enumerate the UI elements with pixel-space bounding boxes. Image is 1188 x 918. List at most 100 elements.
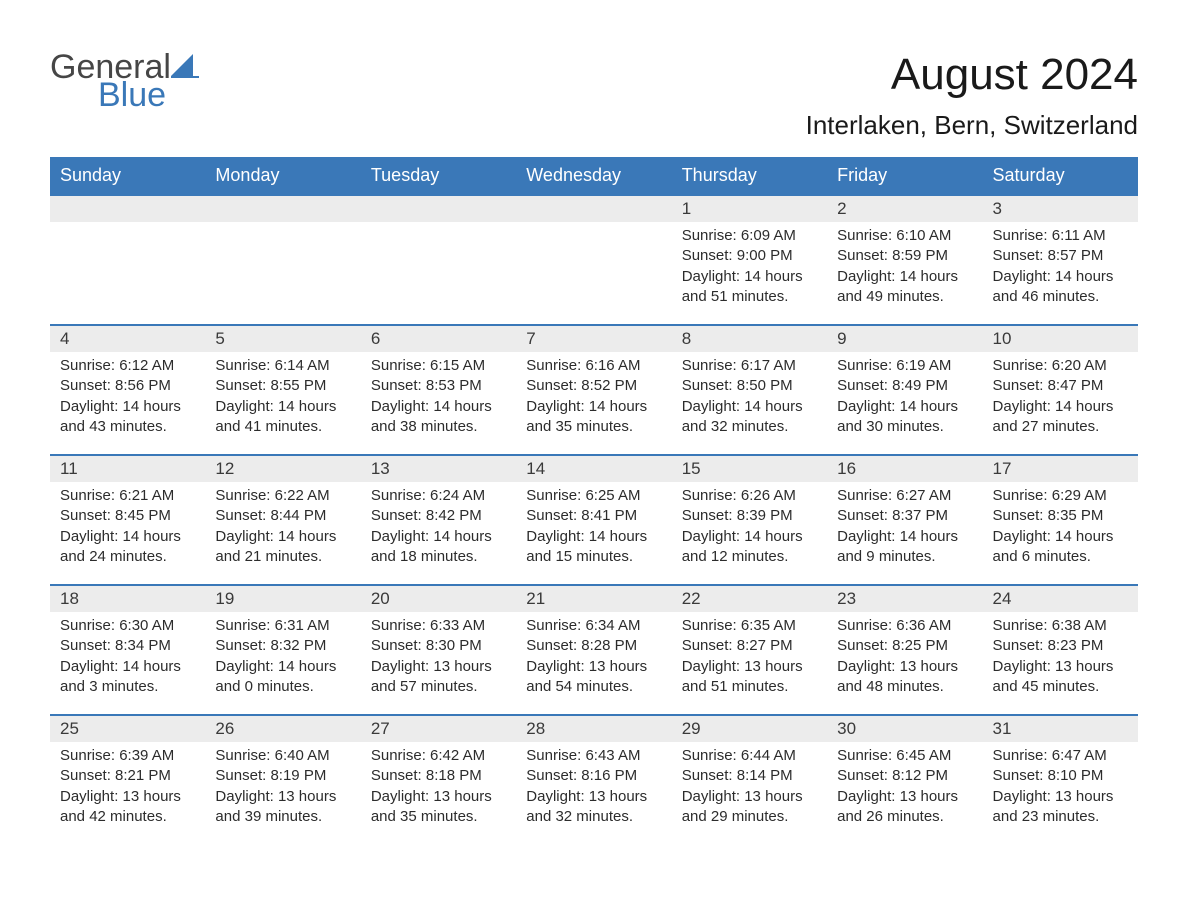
day-details: Sunrise: 6:30 AMSunset: 8:34 PMDaylight:… (50, 612, 205, 705)
calendar-day-cell: 17Sunrise: 6:29 AMSunset: 8:35 PMDayligh… (983, 454, 1138, 584)
calendar-day-cell: 22Sunrise: 6:35 AMSunset: 8:27 PMDayligh… (672, 584, 827, 714)
calendar-day-cell: 10Sunrise: 6:20 AMSunset: 8:47 PMDayligh… (983, 324, 1138, 454)
sunrise-line: Sunrise: 6:17 AM (682, 356, 817, 376)
sunrise-line: Sunrise: 6:26 AM (682, 486, 817, 506)
calendar-day-cell: 29Sunrise: 6:44 AMSunset: 8:14 PMDayligh… (672, 714, 827, 844)
sunrise-line: Sunrise: 6:45 AM (837, 746, 972, 766)
sunrise-line: Sunrise: 6:39 AM (60, 746, 195, 766)
day-number: 13 (361, 454, 516, 482)
calendar-day-cell: 2Sunrise: 6:10 AMSunset: 8:59 PMDaylight… (827, 194, 982, 324)
day-number: 22 (672, 584, 827, 612)
daylight-line: Daylight: 13 hours and 23 minutes. (993, 787, 1128, 828)
daylight-line: Daylight: 14 hours and 3 minutes. (60, 657, 195, 698)
day-number: 12 (205, 454, 360, 482)
location-subtitle: Interlaken, Bern, Switzerland (806, 110, 1138, 141)
daylight-line: Daylight: 14 hours and 35 minutes. (526, 397, 661, 438)
weekday-header: Wednesday (516, 157, 671, 194)
daylight-line: Daylight: 14 hours and 9 minutes. (837, 527, 972, 568)
sunset-line: Sunset: 8:45 PM (60, 506, 195, 526)
calendar-day-cell: 14Sunrise: 6:25 AMSunset: 8:41 PMDayligh… (516, 454, 671, 584)
calendar-week-row: 25 Sunrise: 6:39 AMSunset: 8:21 PM Dayligh… (50, 714, 1138, 844)
calendar-day-cell: 1Sunrise: 6:09 AMSunset: 9:00 PMDaylight… (672, 194, 827, 324)
day-details: Sunrise: 6:26 AMSunset: 8:39 PMDaylight:… (672, 482, 827, 575)
day-number: 10 (983, 324, 1138, 352)
day-number: 11 (50, 454, 205, 482)
calendar-day-cell: 15Sunrise: 6:26 AMSunset: 8:39 PMDayligh… (672, 454, 827, 584)
calendar-day-cell: 4Sunrise: 6:12 AMSunset: 8:56 PMDaylight… (50, 324, 205, 454)
sunset-line: Sunset: 8:16 PM (526, 766, 661, 786)
day-details: Sunrise: 6:10 AMSunset: 8:59 PMDaylight:… (827, 222, 982, 315)
day-details (205, 222, 360, 234)
daylight-line: Daylight: 14 hours and 30 minutes. (837, 397, 972, 438)
daylight-line: Daylight: 14 hours and 6 minutes. (993, 527, 1128, 568)
sunset-line: Sunset: 8:19 PM (215, 766, 350, 786)
sunrise-line: Sunrise: 6:19 AM (837, 356, 972, 376)
daylight-line: Daylight: 13 hours and 32 minutes. (526, 787, 661, 828)
day-number: 30 (827, 714, 982, 742)
calendar-day-cell: 26Sunrise: 6:40 AMSunset: 8:19 PMDayligh… (205, 714, 360, 844)
sunset-line: Sunset: 8:32 PM (215, 636, 350, 656)
sunset-line: Sunset: 8:57 PM (993, 246, 1128, 266)
day-details: Sunrise: 6:29 AMSunset: 8:35 PMDaylight:… (983, 482, 1138, 575)
title-block: August 2024 Interlaken, Bern, Switzerlan… (806, 50, 1138, 141)
sunset-line: Sunset: 8:37 PM (837, 506, 972, 526)
daylight-line: Daylight: 13 hours and 26 minutes. (837, 787, 972, 828)
sunrise-line: Sunrise: 6:22 AM (215, 486, 350, 506)
calendar-header-row: SundayMondayTuesdayWednesdayThursdayFrid… (50, 157, 1138, 194)
day-number: 25 (50, 714, 205, 742)
day-number: 14 (516, 454, 671, 482)
day-details: Sunrise: 6:14 AMSunset: 8:55 PMDaylight:… (205, 352, 360, 445)
day-details: Sunrise: 6:31 AMSunset: 8:32 PMDaylight:… (205, 612, 360, 705)
sunrise-line: Sunrise: 6:44 AM (682, 746, 817, 766)
sunrise-line: Sunrise: 6:11 AM (993, 226, 1128, 246)
sunrise-line: Sunrise: 6:36 AM (837, 616, 972, 636)
sunrise-line: Sunrise: 6:21 AM (60, 486, 195, 506)
daylight-line: Daylight: 14 hours and 46 minutes. (993, 267, 1128, 308)
calendar-day-cell: 11Sunrise: 6:21 AMSunset: 8:45 PMDayligh… (50, 454, 205, 584)
day-details: Sunrise: 6:11 AMSunset: 8:57 PMDaylight:… (983, 222, 1138, 315)
day-number: 6 (361, 324, 516, 352)
calendar-day-cell: 30 Sunrise: 6:45 AMSunset: 8:12 PMDayligh… (827, 714, 982, 844)
calendar-empty-cell: . (361, 194, 516, 324)
day-details: Sunrise: 6:38 AMSunset: 8:23 PMDaylight:… (983, 612, 1138, 705)
day-number: 20 (361, 584, 516, 612)
calendar-day-cell: 24Sunrise: 6:38 AMSunset: 8:23 PMDayligh… (983, 584, 1138, 714)
day-details: Sunrise: 6:15 AMSunset: 8:53 PMDaylight:… (361, 352, 516, 445)
calendar-day-cell: 23Sunrise: 6:36 AMSunset: 8:25 PMDayligh… (827, 584, 982, 714)
day-number: 24 (983, 584, 1138, 612)
calendar-week-row: 18Sunrise: 6:30 AMSunset: 8:34 PMDayligh… (50, 584, 1138, 714)
sunset-line: Sunset: 8:35 PM (993, 506, 1128, 526)
daylight-line: Daylight: 14 hours and 41 minutes. (215, 397, 350, 438)
day-number: 23 (827, 584, 982, 612)
sunrise-line: Sunrise: 6:16 AM (526, 356, 661, 376)
daylight-line: Daylight: 13 hours and 54 minutes. (526, 657, 661, 698)
sunrise-line: Sunrise: 6:42 AM (371, 746, 506, 766)
day-number: 8 (672, 324, 827, 352)
sunset-line: Sunset: 8:44 PM (215, 506, 350, 526)
day-details: Sunrise: 6:42 AMSunset: 8:18 PMDaylight:… (361, 742, 516, 835)
day-details: Sunrise: 6:27 AMSunset: 8:37 PMDaylight:… (827, 482, 982, 575)
day-number: 26 (205, 714, 360, 742)
calendar-empty-cell: . (205, 194, 360, 324)
daylight-line: Daylight: 14 hours and 15 minutes. (526, 527, 661, 568)
sunset-line: Sunset: 8:59 PM (837, 246, 972, 266)
day-number: 29 (672, 714, 827, 742)
sunset-line: Sunset: 8:14 PM (682, 766, 817, 786)
calendar-empty-cell: . (50, 194, 205, 324)
day-number: 21 (516, 584, 671, 612)
month-title: August 2024 (806, 50, 1138, 100)
weekday-header: Saturday (983, 157, 1138, 194)
sunrise-line: Sunrise: 6:09 AM (682, 226, 817, 246)
sunset-line: Sunset: 8:12 PM (837, 766, 972, 786)
calendar-body: ....1Sunrise: 6:09 AMSunset: 9:00 PMDayl… (50, 194, 1138, 844)
sunset-line: Sunset: 8:21 PM (60, 766, 195, 786)
day-number: 19 (205, 584, 360, 612)
weekday-header: Monday (205, 157, 360, 194)
daylight-line: Daylight: 13 hours and 57 minutes. (371, 657, 506, 698)
daylight-line: Daylight: 14 hours and 49 minutes. (837, 267, 972, 308)
sunrise-line: Sunrise: 6:12 AM (60, 356, 195, 376)
brand-logo: General Blue (50, 50, 201, 112)
day-number: 15 (672, 454, 827, 482)
calendar-day-cell: 16Sunrise: 6:27 AMSunset: 8:37 PMDayligh… (827, 454, 982, 584)
calendar-day-cell: 7Sunrise: 6:16 AMSunset: 8:52 PMDaylight… (516, 324, 671, 454)
